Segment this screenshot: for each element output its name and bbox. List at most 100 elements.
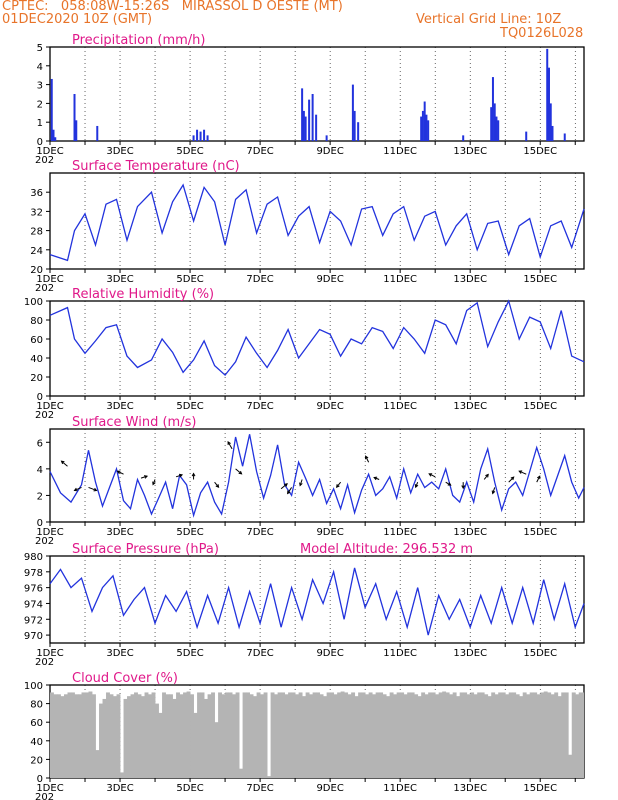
cloud-bar [365, 694, 370, 778]
cloud-bar [389, 692, 394, 778]
wind-arrowhead [60, 460, 65, 465]
cloud-bar [193, 712, 198, 778]
y-tick-label: 20 [30, 755, 43, 766]
cloud-bar [260, 694, 264, 778]
y-tick-label: 972 [24, 615, 43, 626]
cloud-bar [50, 692, 54, 778]
precip-bar [203, 129, 206, 141]
cloud-bar [113, 696, 117, 778]
cloud-bar [291, 692, 296, 778]
cloud-bar [263, 692, 268, 778]
cloud-bar [162, 692, 166, 778]
cloud-bar [508, 692, 513, 778]
cloud-bar [123, 698, 128, 778]
cloud-bar [554, 692, 559, 778]
precip-bar [96, 125, 99, 141]
cloud-bar [155, 703, 159, 778]
cloud-bar [449, 694, 454, 778]
wind-arrowhead [152, 481, 156, 486]
cloud-bar [354, 696, 359, 778]
cloud-bar [575, 694, 580, 778]
cloud-bar [578, 692, 583, 778]
cloud-bar [130, 694, 135, 778]
precip-bar [357, 122, 360, 141]
x-tick-label: 5DEC [176, 274, 203, 285]
precip-bar [490, 107, 493, 141]
cloud-bar [372, 694, 377, 778]
cloud-bar [536, 694, 541, 778]
cloud-bar [323, 696, 328, 778]
cloud-bar [463, 692, 468, 778]
cloud-bar [88, 691, 93, 778]
cloud-bar [442, 691, 447, 778]
y-tick-label: 36 [30, 188, 43, 199]
cloud-bar [186, 691, 191, 778]
x-tick-label: 9DEC [316, 146, 343, 157]
cloud-bar [498, 692, 503, 778]
y-tick-label: 3 [37, 81, 43, 92]
y-tick-label: 28 [30, 227, 43, 238]
cloud-bar [235, 692, 240, 778]
x-tick-label: 5DEC [176, 648, 203, 659]
cloud-bar [361, 692, 366, 778]
x-tick-label: 13DEC [453, 527, 487, 538]
x-tick-label: 5DEC [176, 783, 203, 794]
x-tick-label: 15DEC [523, 648, 557, 659]
cloud-bar [452, 692, 457, 778]
wind-arrow [336, 481, 342, 488]
cloud-bar [414, 694, 419, 778]
cloud-bar [494, 694, 499, 778]
plot-frame [49, 555, 585, 644]
cloud-bar [109, 694, 114, 778]
y-tick-label: 2 [37, 491, 43, 502]
cloud-bar [396, 692, 401, 778]
cloud-bar [116, 694, 121, 778]
y-tick-label: 2 [37, 99, 43, 110]
x-tick-label: 11DEC [383, 274, 417, 285]
x-tick-label: 15DEC [523, 401, 557, 412]
cloud-bar [480, 692, 485, 778]
cloud-bar [99, 703, 103, 778]
cloud-bar [347, 694, 352, 778]
x-tick-label: 1DEC [36, 527, 63, 538]
cloud-bar [179, 694, 184, 778]
panel-title: Precipitation (mm/h) [72, 33, 205, 48]
x-tick-label: 9DEC [316, 527, 343, 538]
wind-arrowhead [116, 470, 121, 474]
cloud-bar [305, 692, 310, 778]
cloud-bar [410, 692, 415, 778]
cloud-bar [568, 754, 573, 778]
precip-bar [52, 129, 55, 141]
header-model-id: TQ0126L028 [500, 26, 584, 41]
wind-arrow [74, 486, 82, 491]
precip-bar [495, 116, 498, 141]
precip-bar [311, 94, 314, 141]
y-tick-label: 0 [37, 774, 43, 785]
x-tick-label: 13DEC [453, 274, 487, 285]
x-tick-label: 13DEC [453, 783, 487, 794]
cloud-bar [144, 692, 149, 778]
wind-arrowhead [335, 484, 340, 488]
precip-bar [351, 84, 354, 141]
x-tick-label: 9DEC [316, 274, 343, 285]
wind-arrowhead [287, 490, 291, 495]
y-tick-label: 4 [37, 465, 43, 476]
cloud-bar [249, 694, 254, 778]
cloud-bar [302, 696, 307, 778]
cloud-bar [106, 692, 110, 778]
plot-frame [49, 172, 585, 270]
cloud-bar [368, 692, 373, 778]
cloud-bar [158, 712, 163, 778]
cloud-bar [407, 692, 412, 778]
header-datetime: 01DEC2020 10Z (GMT) [2, 12, 153, 27]
wind-arrowhead [365, 455, 369, 460]
cloud-bar [120, 772, 124, 778]
cloud-bar [582, 692, 584, 778]
cloud-bar [225, 692, 229, 778]
wind-arrow [519, 470, 527, 475]
cloud-bar [256, 692, 261, 778]
panel-title: Surface Wind (m/s) [72, 415, 196, 430]
precip-bar [491, 77, 494, 141]
cloud-bar [512, 692, 517, 778]
precip-bar [549, 103, 552, 141]
